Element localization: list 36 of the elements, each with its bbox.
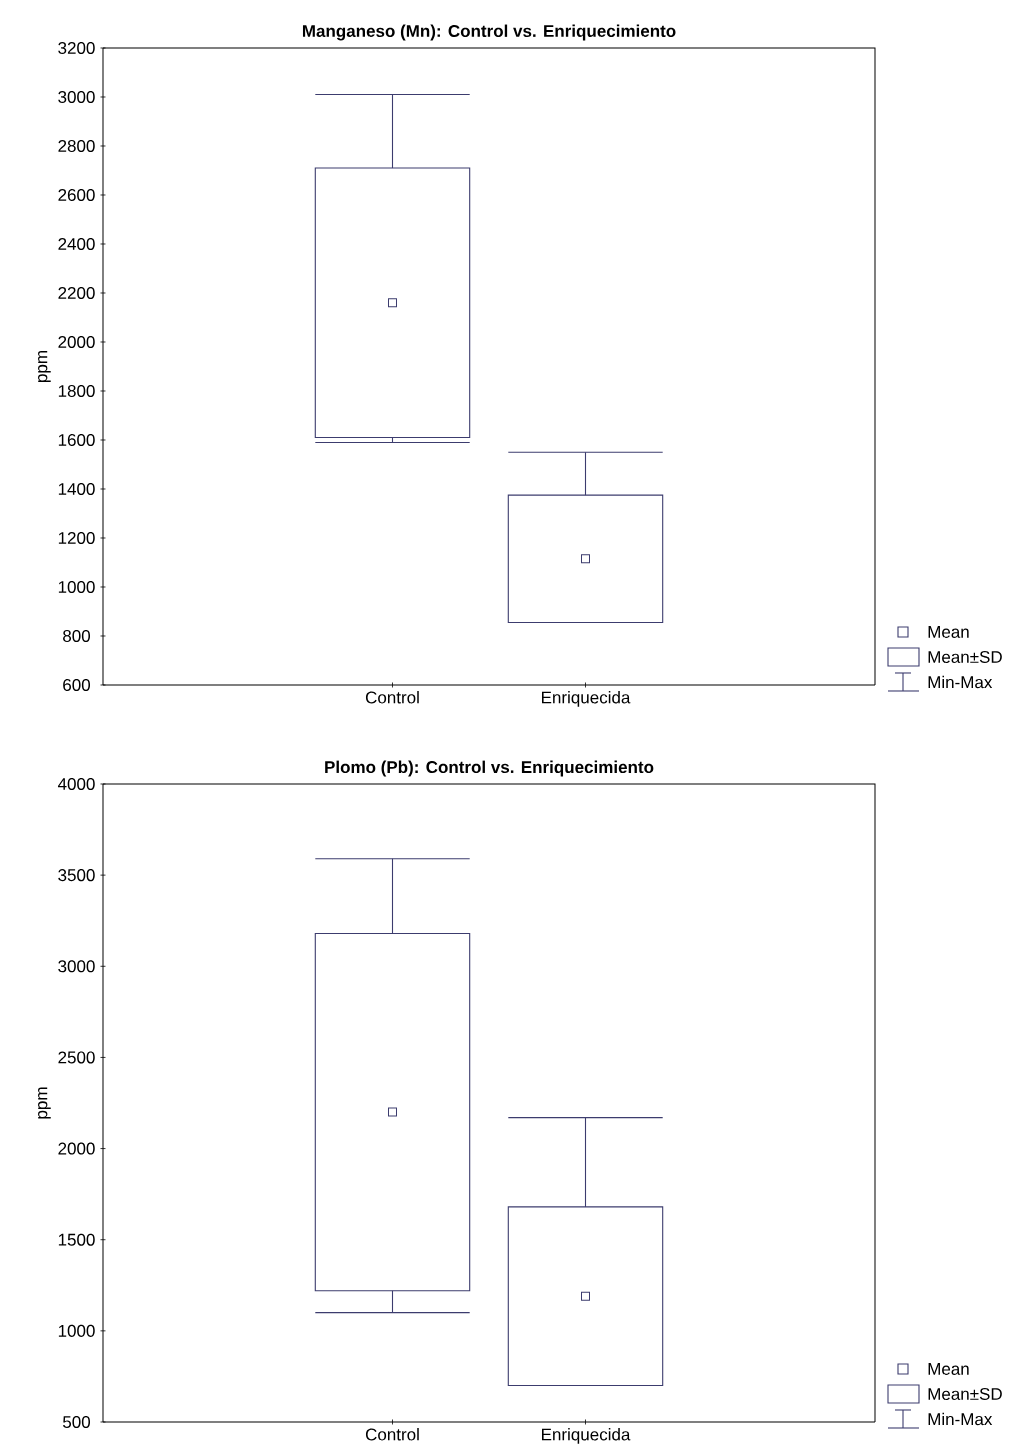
chart-title: Plomo (Pb): Control vs. Enriquecimiento xyxy=(325,760,654,777)
y-axis-title: ppm xyxy=(38,1087,51,1119)
x-tick-label: Control xyxy=(365,691,419,704)
y-tick-label: 2500 xyxy=(58,1051,95,1064)
text: Mean±SD xyxy=(928,1387,1002,1401)
y-tick-label: 500 xyxy=(62,1415,91,1429)
x-tick-label: Control xyxy=(365,1428,419,1441)
text: Mean xyxy=(928,1363,969,1375)
y-tick-label: 3000 xyxy=(58,90,95,104)
y-tick-label: 3000 xyxy=(58,960,95,973)
x-tick-label: Enriquecida xyxy=(542,1428,631,1444)
y-tick-label: 1600 xyxy=(58,433,95,447)
y-tick-label: 2600 xyxy=(58,188,95,202)
chart-title: Manganeso (Mn): Control vs. Enriquecimiento xyxy=(302,24,676,41)
y-tick-label: 4000 xyxy=(57,777,95,791)
y-axis-title: ppm xyxy=(38,351,51,382)
text: Mean±SD xyxy=(928,650,1002,664)
y-tick-label: 2000 xyxy=(58,1142,95,1155)
y-tick-label: 1000 xyxy=(58,580,95,594)
y-tick-label: 3500 xyxy=(58,869,95,882)
y-tick-label: 1000 xyxy=(58,1324,95,1337)
y-tick-label: 3200 xyxy=(58,41,95,55)
x-tick-label: Enriquecida xyxy=(542,691,631,707)
y-tick-label: 2200 xyxy=(58,286,95,300)
y-tick-label: 1500 xyxy=(58,1233,95,1246)
y-tick-label: 2400 xyxy=(58,237,95,251)
y-tick-label: 1400 xyxy=(58,482,95,496)
text: Min-Max xyxy=(928,1412,993,1426)
y-tick-label: 800 xyxy=(63,629,91,643)
text: Mean xyxy=(928,626,969,638)
y-tick-label: 1200 xyxy=(58,531,95,545)
y-tick-label: 2000 xyxy=(58,335,95,349)
text: Min-Max xyxy=(928,675,993,689)
y-tick-label: 2800 xyxy=(58,139,95,153)
y-tick-label: 1800 xyxy=(58,384,95,398)
y-tick-label: 600 xyxy=(63,678,91,692)
